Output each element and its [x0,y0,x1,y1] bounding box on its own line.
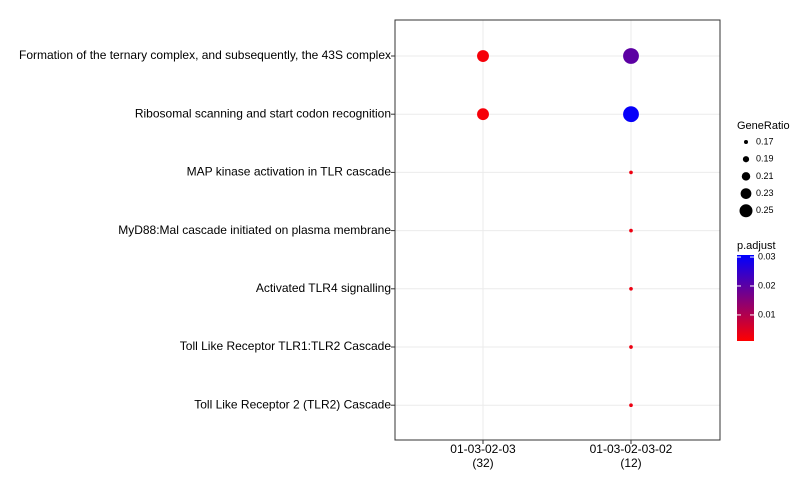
plot-border [394,19,721,441]
y-tick-label: Toll Like Receptor 2 (TLR2) Cascade [194,397,391,411]
dot [477,108,489,121]
size-legend-label: 0.19 [756,154,774,164]
size-legend-label: 0.25 [756,205,774,215]
size-legend-dot [741,172,751,181]
size-legend-dot [739,204,753,218]
colorbar-label: 0.03 [758,251,776,261]
color-legend-title: p.adjust [737,240,776,252]
dot [623,106,639,123]
size-legend-label: 0.21 [756,171,774,181]
dot [629,345,633,349]
x-tick-count: (32) [472,456,493,470]
size-legend-dot [744,140,748,144]
size-legend-dot [742,156,750,163]
y-tick-label: MyD88:Mal cascade initiated on plasma me… [118,223,391,237]
x-tick-count: (12) [620,456,641,470]
colorbar-label: 0.01 [758,309,776,319]
plot-panel [395,20,720,440]
dot [629,403,633,408]
x-tick-label: 01-03-02-03 [450,442,516,456]
size-legend-label: 0.17 [756,136,774,146]
dot [623,48,639,64]
dot [629,170,633,175]
y-tick-label: Formation of the ternary complex, and su… [19,48,391,62]
y-tick-label: Toll Like Receptor TLR1:TLR2 Cascade [180,339,392,353]
colorbar [737,255,754,341]
size-legend-label: 0.23 [756,188,774,198]
y-tick-label: Ribosomal scanning and start codon recog… [135,106,391,120]
colorbar-label: 0.02 [758,280,776,290]
dot [629,228,633,233]
y-tick-label: Activated TLR4 signalling [256,281,391,295]
dot [629,286,633,291]
size-legend-title: GeneRatio [737,120,790,132]
y-tick-label: MAP kinase activation in TLR cascade [187,165,392,179]
size-legend-dot [740,188,752,199]
dot [477,50,489,62]
x-tick-label: 01-03-02-03-02 [590,442,673,456]
